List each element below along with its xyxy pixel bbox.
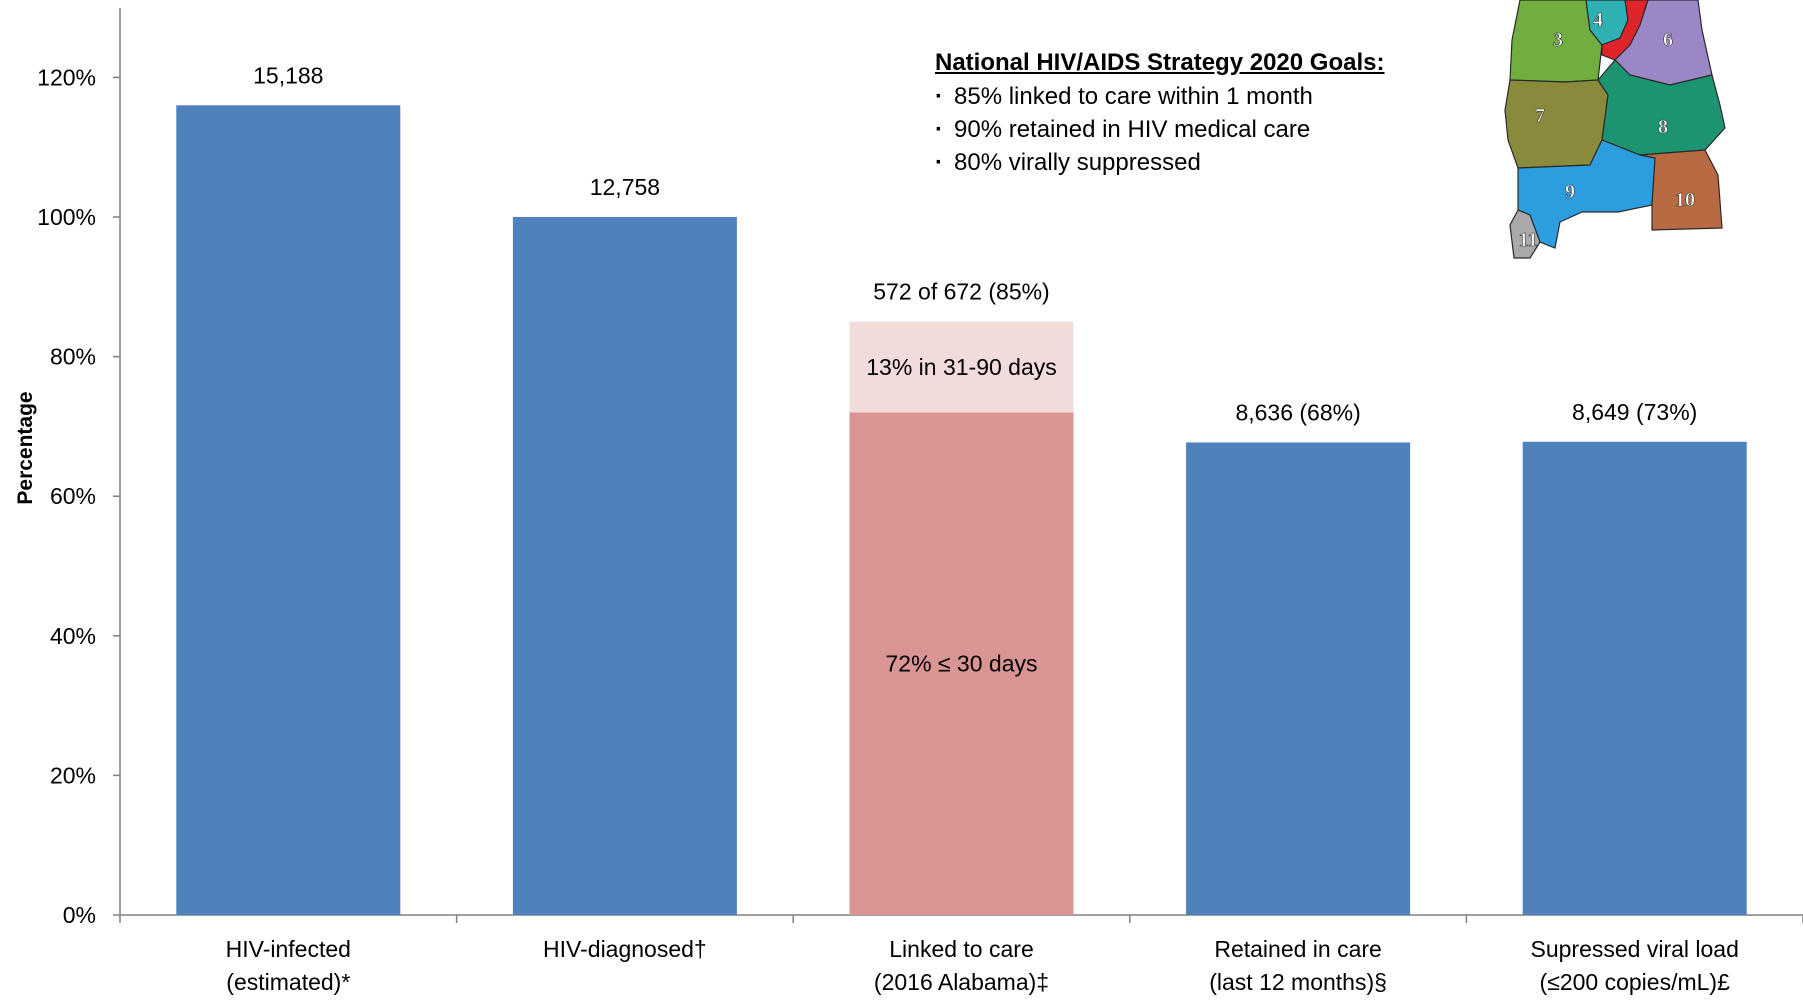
strategy-goals-box: National HIV/AIDS Strategy 2020 Goals: 8… bbox=[935, 46, 1384, 179]
bar-segment bbox=[1186, 442, 1411, 915]
y-tick-label: 0% bbox=[63, 902, 96, 928]
y-tick-label: 100% bbox=[37, 204, 96, 230]
map-region-label: 6 bbox=[1663, 29, 1673, 51]
bar-data-label: 12,758 bbox=[590, 174, 660, 200]
x-axis-category-label: (≤200 copies/mL)£ bbox=[1540, 969, 1731, 995]
bar-segment bbox=[849, 321, 1074, 413]
y-tick-label: 20% bbox=[50, 762, 96, 788]
map-region-label: 3 bbox=[1553, 29, 1563, 51]
bar-data-label: 572 of 672 (85%) bbox=[873, 279, 1049, 305]
goal-item: 80% virally suppressed bbox=[935, 146, 1384, 179]
y-tick-label: 40% bbox=[50, 623, 96, 649]
map-region-8 bbox=[1597, 59, 1726, 156]
bar-segment bbox=[176, 105, 401, 915]
segment-label: 72% ≤ 30 days bbox=[886, 651, 1038, 677]
x-axis-category-label: Retained in care bbox=[1214, 936, 1382, 962]
bar-data-label: 15,188 bbox=[253, 62, 323, 88]
map-region-label: 7 bbox=[1535, 105, 1545, 127]
goal-item: 85% linked to care within 1 month bbox=[935, 80, 1384, 113]
x-axis-category-label: Supressed viral load bbox=[1530, 936, 1738, 962]
map-region-10 bbox=[1639, 149, 1723, 231]
x-axis-category-label: HIV-diagnosed† bbox=[543, 936, 707, 962]
segment-label: 13% in 31-90 days bbox=[866, 354, 1057, 380]
map-region-11 bbox=[1509, 209, 1541, 259]
bar-segment bbox=[512, 217, 737, 915]
goals-list: 85% linked to care within 1 month 90% re… bbox=[935, 80, 1384, 179]
bar-data-label: 8,649 (73%) bbox=[1572, 399, 1697, 425]
x-axis-category-label: (estimated)* bbox=[226, 969, 350, 995]
map-region-label: 4 bbox=[1593, 9, 1603, 31]
chart-bars bbox=[176, 105, 1747, 915]
y-axis-title-text: Percentage bbox=[14, 391, 37, 504]
alabama-region-map: 3 4 6 7 8 9 10 11 bbox=[1504, 0, 1726, 259]
y-tick-label: 80% bbox=[50, 344, 96, 370]
x-axis-category-label: HIV-infected bbox=[226, 936, 351, 962]
map-region-label: 9 bbox=[1565, 181, 1575, 203]
map-region-label: 10 bbox=[1675, 189, 1695, 211]
x-axis-category-label: (last 12 months)§ bbox=[1209, 969, 1387, 995]
y-axis-ticks: 0% 20% 40% 60% 80% 100% 120% bbox=[37, 64, 120, 928]
bar-segment bbox=[849, 412, 1074, 915]
goals-title: National HIV/AIDS Strategy 2020 Goals: bbox=[935, 49, 1385, 76]
y-tick-label: 120% bbox=[37, 64, 96, 90]
bar-segment bbox=[1522, 441, 1747, 915]
map-region-label: 11 bbox=[1519, 229, 1538, 251]
goal-item: 90% retained in HIV medical care bbox=[935, 113, 1384, 146]
bar-data-label: 8,636 (68%) bbox=[1235, 399, 1360, 425]
map-region-7 bbox=[1504, 79, 1609, 169]
y-axis-title: Percentage bbox=[14, 391, 37, 504]
data-labels: 15,188 12,758 72% ≤ 30 days 13% in 31-90 da… bbox=[253, 62, 1697, 676]
x-axis-labels: HIV-infected (estimated)* HIV-diagnosed† Li… bbox=[226, 936, 1739, 995]
y-tick-label: 60% bbox=[50, 483, 96, 509]
x-axis-category-label: (2016 Alabama)‡ bbox=[874, 969, 1049, 995]
map-region-label: 8 bbox=[1658, 116, 1668, 138]
x-axis-category-label: Linked to care bbox=[889, 936, 1033, 962]
